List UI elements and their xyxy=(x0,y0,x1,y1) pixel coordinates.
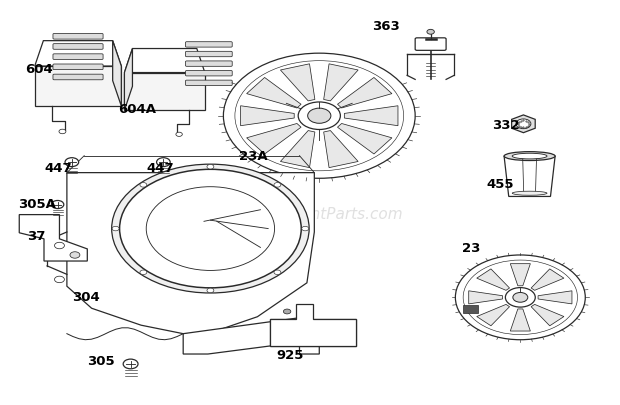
Circle shape xyxy=(302,226,309,231)
Polygon shape xyxy=(125,49,133,110)
Text: 23: 23 xyxy=(461,243,480,256)
Circle shape xyxy=(516,119,531,129)
FancyBboxPatch shape xyxy=(463,305,477,313)
Circle shape xyxy=(140,270,147,275)
Polygon shape xyxy=(183,317,319,354)
FancyBboxPatch shape xyxy=(53,34,103,39)
Text: 305A: 305A xyxy=(18,198,56,211)
Text: 604A: 604A xyxy=(118,103,156,116)
FancyBboxPatch shape xyxy=(415,38,446,50)
Text: 304: 304 xyxy=(72,291,100,304)
Circle shape xyxy=(274,270,281,275)
Polygon shape xyxy=(241,106,294,126)
Circle shape xyxy=(207,288,214,293)
Polygon shape xyxy=(469,291,503,304)
Polygon shape xyxy=(247,77,301,108)
Text: 332: 332 xyxy=(492,119,520,132)
Polygon shape xyxy=(512,115,535,133)
FancyBboxPatch shape xyxy=(185,61,232,66)
Circle shape xyxy=(65,158,79,166)
Text: 23A: 23A xyxy=(239,149,267,162)
Polygon shape xyxy=(247,124,301,154)
Circle shape xyxy=(55,242,64,249)
Polygon shape xyxy=(337,77,392,108)
Circle shape xyxy=(427,29,435,34)
Text: 925: 925 xyxy=(276,350,303,362)
Ellipse shape xyxy=(512,153,547,159)
Polygon shape xyxy=(504,156,555,196)
Polygon shape xyxy=(477,269,510,290)
Polygon shape xyxy=(510,309,530,331)
Circle shape xyxy=(146,187,275,271)
Circle shape xyxy=(455,255,585,340)
FancyBboxPatch shape xyxy=(53,44,103,49)
Text: 305: 305 xyxy=(87,356,115,369)
Circle shape xyxy=(59,129,66,134)
Polygon shape xyxy=(337,124,392,154)
FancyBboxPatch shape xyxy=(185,51,232,57)
Polygon shape xyxy=(538,291,572,304)
Ellipse shape xyxy=(512,191,547,195)
Polygon shape xyxy=(531,269,564,290)
Polygon shape xyxy=(324,130,358,168)
Text: 37: 37 xyxy=(27,230,46,243)
Polygon shape xyxy=(270,304,356,345)
FancyBboxPatch shape xyxy=(185,80,232,85)
Polygon shape xyxy=(344,106,398,126)
Circle shape xyxy=(157,158,171,166)
FancyBboxPatch shape xyxy=(270,320,356,345)
Text: eReplacementParts.com: eReplacementParts.com xyxy=(216,207,404,222)
FancyBboxPatch shape xyxy=(53,54,103,60)
Text: 447: 447 xyxy=(146,162,174,175)
Circle shape xyxy=(112,226,119,231)
Polygon shape xyxy=(125,49,205,72)
Polygon shape xyxy=(324,64,358,101)
Text: 455: 455 xyxy=(486,178,514,191)
Circle shape xyxy=(123,359,138,369)
Circle shape xyxy=(207,164,214,169)
Circle shape xyxy=(505,288,535,307)
FancyBboxPatch shape xyxy=(185,42,232,47)
Circle shape xyxy=(298,102,340,130)
Polygon shape xyxy=(113,40,122,106)
Polygon shape xyxy=(280,64,315,101)
Circle shape xyxy=(274,183,281,187)
Ellipse shape xyxy=(504,151,555,160)
Circle shape xyxy=(140,183,147,187)
FancyBboxPatch shape xyxy=(53,74,103,80)
Circle shape xyxy=(513,292,528,302)
FancyBboxPatch shape xyxy=(185,70,232,76)
Text: 447: 447 xyxy=(44,162,72,175)
Polygon shape xyxy=(35,66,122,106)
Circle shape xyxy=(55,276,64,283)
Circle shape xyxy=(176,132,182,136)
Circle shape xyxy=(112,164,309,293)
Polygon shape xyxy=(280,130,315,168)
Circle shape xyxy=(223,53,415,178)
Polygon shape xyxy=(19,215,87,261)
FancyBboxPatch shape xyxy=(53,64,103,70)
Polygon shape xyxy=(510,264,530,286)
Circle shape xyxy=(120,169,301,288)
Polygon shape xyxy=(35,40,122,66)
Circle shape xyxy=(70,252,80,258)
Circle shape xyxy=(308,108,331,123)
Polygon shape xyxy=(531,305,564,326)
Polygon shape xyxy=(67,173,314,334)
Polygon shape xyxy=(125,72,205,110)
Circle shape xyxy=(51,200,64,209)
Circle shape xyxy=(283,309,291,314)
Text: 604: 604 xyxy=(25,63,53,76)
Text: 363: 363 xyxy=(372,20,400,34)
Polygon shape xyxy=(477,305,510,326)
